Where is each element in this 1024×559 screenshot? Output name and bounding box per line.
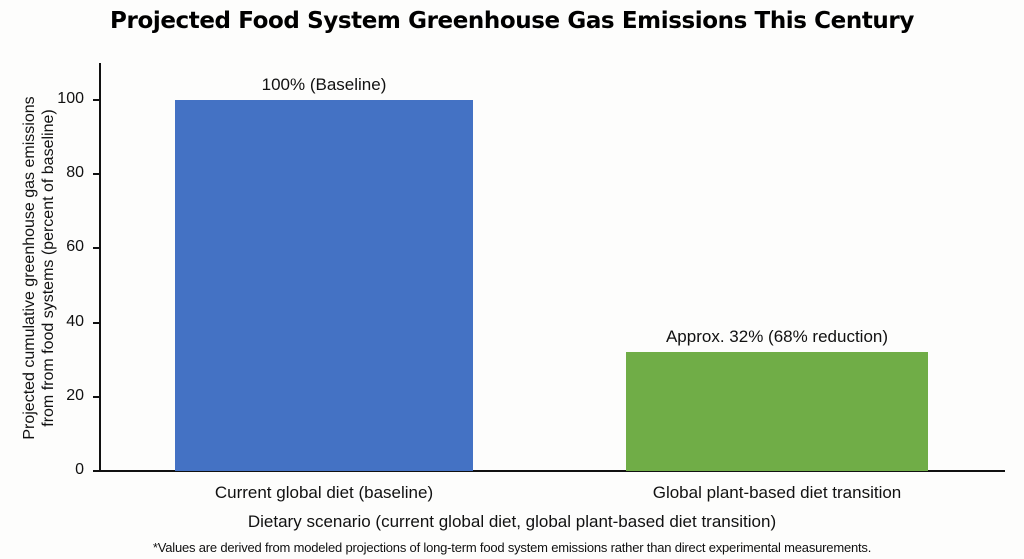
bar-value-label-plant-based: Approx. 32% (68% reduction) [665,327,889,347]
x-axis-line [99,470,1005,472]
bar-plant-based-diet [626,352,928,471]
bar-current-diet [175,100,473,471]
y-tick-mark [93,395,100,398]
bar-value-label-current-diet: 100% (Baseline) [261,75,387,94]
y-axis-label: Projected cumulative greenhouse gas emis… [20,58,58,478]
y-tick-mark [93,99,100,101]
y-tick-mark [93,321,100,324]
category-label-current-diet: Current global diet (baseline) [214,483,434,502]
x-axis-label: Dietary scenario (current global diet, g… [247,512,777,531]
y-tick-label: 40 [66,312,84,330]
y-axis-line [99,63,101,472]
y-tick-label: 60 [66,238,84,256]
y-tick-mark [93,247,100,250]
y-axis-label-line-1: Projected cumulative greenhouse gas emis… [21,96,38,440]
y-tick-label: 80 [66,164,84,182]
y-tick-mark [93,470,100,472]
y-tick-label: 0 [75,461,84,478]
y-tick-label: 20 [66,386,84,404]
category-label-plant-based: Global plant-based diet transition [652,483,902,502]
y-tick-mark [93,173,100,176]
y-tick-label: 100 [57,90,84,107]
footnote: *Values are derived from modeled project… [152,540,872,555]
y-axis-label-line-2: from from food systems (percent of basel… [40,109,57,427]
chart-title: Projected Food System Greenhouse Gas Emi… [110,8,914,34]
